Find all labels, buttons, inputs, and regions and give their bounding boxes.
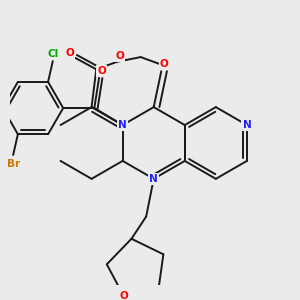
Text: N: N	[242, 120, 251, 130]
Text: N: N	[118, 120, 127, 130]
Text: Br: Br	[7, 159, 20, 170]
Text: N: N	[149, 174, 158, 184]
Text: O: O	[98, 66, 106, 76]
Text: O: O	[160, 59, 169, 69]
Text: Cl: Cl	[47, 49, 58, 58]
Text: O: O	[65, 48, 74, 58]
Text: O: O	[116, 51, 124, 61]
Text: O: O	[119, 291, 128, 300]
